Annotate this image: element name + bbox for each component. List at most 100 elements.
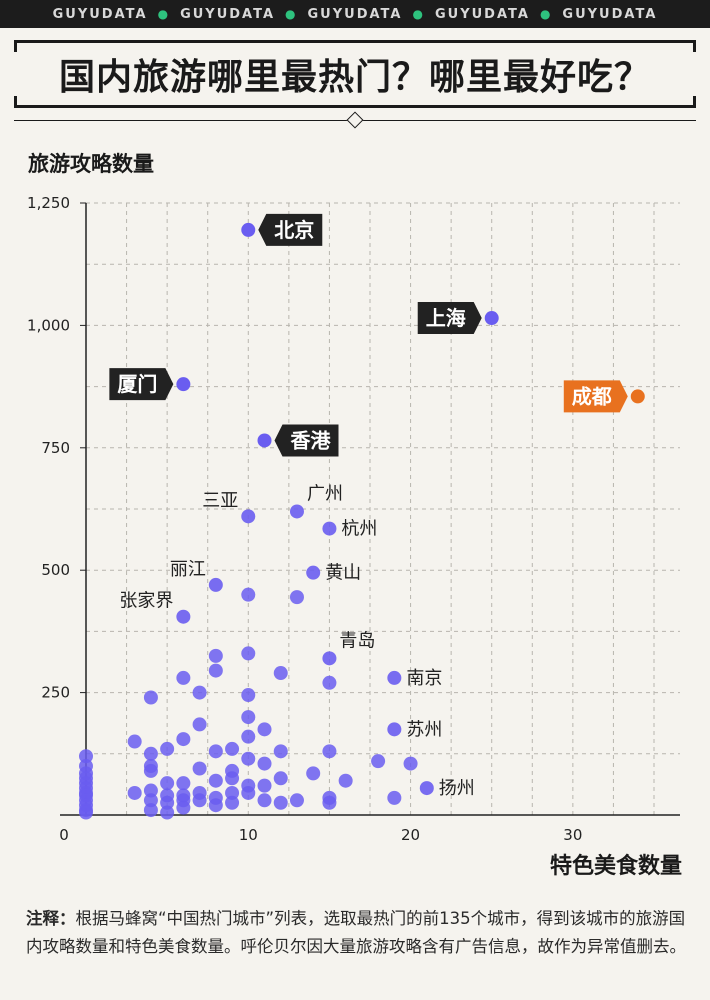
brand-dot-icon: ● xyxy=(157,7,171,21)
data-point-labeled xyxy=(306,565,321,580)
city-tag xyxy=(109,368,174,401)
data-point xyxy=(208,744,223,759)
y-tick-label: 1,000 xyxy=(27,316,70,334)
data-point xyxy=(257,756,272,771)
city-label: 扬州 xyxy=(439,778,475,799)
data-point xyxy=(403,756,418,771)
data-point xyxy=(289,590,304,605)
x-tick-label: 0 xyxy=(59,826,69,844)
city-label: 广州 xyxy=(307,483,343,504)
city-tag-label: 香港 xyxy=(291,428,332,452)
data-point xyxy=(192,717,207,732)
data-point xyxy=(225,771,240,786)
page-title: 国内旅游哪里最热门？哪里最好吃？ xyxy=(58,57,651,98)
data-point xyxy=(273,795,288,810)
brand-dot-icon: ● xyxy=(412,7,425,21)
brand-name: GUYUDATA xyxy=(180,6,276,22)
footnote-text: 根据马蜂窝“中国热门城市”列表，选取最热门的前135个城市，得到该城市的旅游国内… xyxy=(26,909,686,956)
frame-corner xyxy=(693,40,696,52)
data-point xyxy=(143,746,158,761)
data-point xyxy=(338,773,353,788)
city-tag-label: 成都 xyxy=(572,384,612,408)
title-frame: 国内旅游哪里最热门？哪里最好吃？ xyxy=(14,40,696,108)
data-point xyxy=(241,710,256,725)
data-point xyxy=(289,793,304,808)
data-point-highlight xyxy=(241,222,256,237)
city-tag xyxy=(563,380,628,413)
data-point xyxy=(160,795,175,810)
data-point xyxy=(225,741,240,756)
data-point xyxy=(176,670,191,685)
city-label: 南京 xyxy=(406,668,442,689)
data-point-labeled xyxy=(387,722,402,737)
data-point xyxy=(306,766,321,781)
city-label: 黄山 xyxy=(325,563,361,584)
city-tag-label: 北京 xyxy=(274,218,314,242)
data-point xyxy=(322,744,337,759)
city-tag xyxy=(258,213,323,246)
footnote-lead: 注释： xyxy=(26,909,76,928)
data-point xyxy=(322,675,337,690)
data-point xyxy=(79,805,93,820)
data-point-labeled xyxy=(289,504,304,519)
brand-name: GUYUDATA xyxy=(434,6,530,22)
data-point xyxy=(208,648,223,663)
data-point xyxy=(192,761,207,776)
data-point xyxy=(257,793,272,808)
data-point xyxy=(176,800,191,815)
city-label: 杭州 xyxy=(341,519,377,540)
frame-corner xyxy=(14,96,17,108)
y-axis-label: 旅游攻略数量 xyxy=(28,152,154,176)
data-point-labeled xyxy=(208,577,223,592)
data-point xyxy=(208,663,223,678)
data-point xyxy=(143,690,158,705)
data-point-labeled xyxy=(322,651,337,666)
footnote: 注释：根据马蜂窝“中国热门城市”列表，选取最热门的前135个城市，得到该城市的旅… xyxy=(26,905,690,961)
frame-corner xyxy=(693,96,696,108)
data-point xyxy=(127,734,142,749)
city-label: 张家界 xyxy=(119,591,173,612)
brand-dot-icon: ● xyxy=(285,7,298,21)
city-tag-label: 厦门 xyxy=(117,372,157,396)
x-tick-label: 10 xyxy=(239,826,258,844)
y-tick-label: 1,250 xyxy=(27,194,70,212)
data-point-labeled xyxy=(419,781,434,796)
x-axis-label: 特色美食数量 xyxy=(549,854,682,879)
data-point xyxy=(273,666,288,681)
city-tag xyxy=(274,424,339,457)
data-point xyxy=(160,805,175,820)
data-point-labeled xyxy=(387,670,402,685)
data-point-labeled xyxy=(176,609,191,624)
data-point xyxy=(192,793,207,808)
city-label: 丽江 xyxy=(170,559,206,580)
data-point xyxy=(143,803,158,818)
data-point xyxy=(208,798,223,813)
data-point xyxy=(241,729,256,744)
data-point xyxy=(225,795,240,810)
data-point xyxy=(176,732,191,747)
data-point xyxy=(143,783,158,798)
data-point xyxy=(176,776,191,791)
city-tag-label: 上海 xyxy=(426,306,466,330)
brand-strip: GUYUDATA ● GUYUDATA ● GUYUDATA ● GUYUDATA ● GUYU… xyxy=(0,0,710,28)
data-point xyxy=(241,785,256,800)
y-tick-label: 250 xyxy=(41,684,70,702)
data-point xyxy=(192,685,207,700)
data-point-highlight xyxy=(484,311,499,326)
city-label: 青岛 xyxy=(339,630,375,651)
data-point xyxy=(143,793,158,808)
data-point xyxy=(241,751,256,766)
city-label: 苏州 xyxy=(406,719,442,740)
brand-name: GUYUDATA xyxy=(562,6,658,22)
data-point xyxy=(127,785,142,800)
data-point xyxy=(257,722,272,737)
data-point xyxy=(273,744,288,759)
brand-dot-icon: ● xyxy=(539,7,553,21)
data-point xyxy=(241,688,256,703)
y-tick-label: 500 xyxy=(41,561,70,579)
x-tick-label: 20 xyxy=(401,826,420,844)
data-point xyxy=(273,771,288,786)
city-label: 三亚 xyxy=(202,490,238,511)
x-tick-label: 30 xyxy=(563,826,582,844)
